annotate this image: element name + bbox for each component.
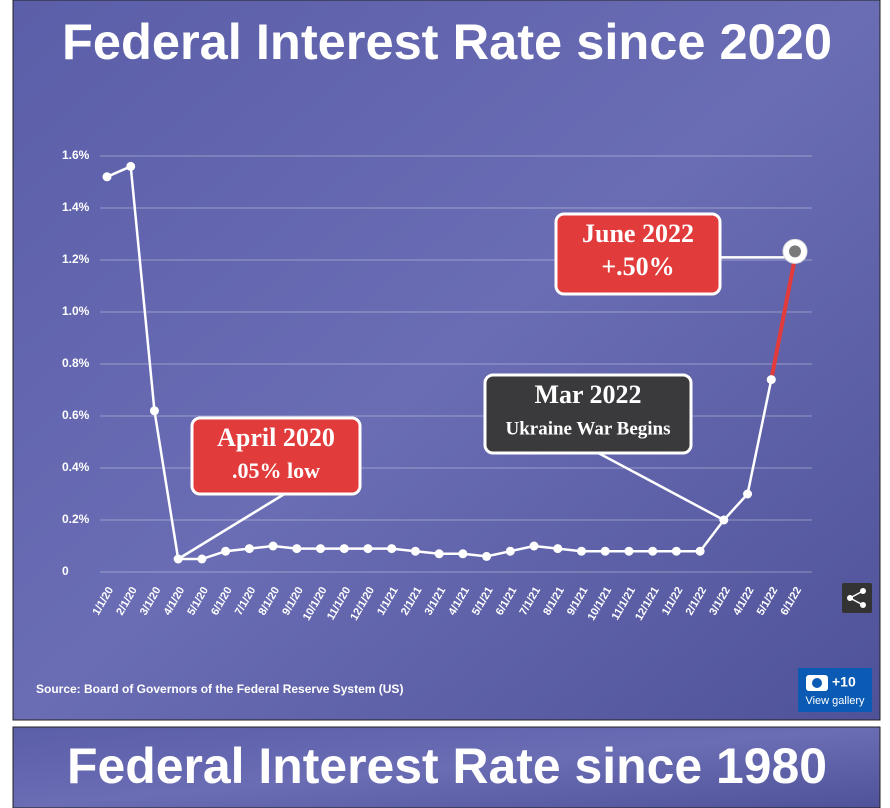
next-title: Federal Interest Rate since 1980 <box>67 738 827 794</box>
share-button[interactable] <box>842 583 872 613</box>
data-point <box>363 544 373 554</box>
annotation-text: Ukraine War Begins <box>505 418 670 439</box>
data-point <box>292 544 302 554</box>
annotation-box <box>483 373 693 455</box>
data-point <box>458 549 468 559</box>
y-tick-label: 0.4% <box>62 460 90 474</box>
annotation-text: Mar 2022 <box>534 380 641 409</box>
y-tick-label: 1.6% <box>62 148 90 162</box>
end-marker <box>789 245 801 258</box>
data-point <box>553 544 563 554</box>
leader-line <box>177 492 286 561</box>
data-point <box>624 546 634 556</box>
data-point <box>268 541 278 551</box>
gallery-label: View gallery <box>805 695 865 707</box>
highlight-segment <box>769 257 797 380</box>
next-image-background <box>12 726 881 808</box>
data-point <box>482 551 492 561</box>
y-tick-label: 0.2% <box>62 512 90 526</box>
source: Source: Board of Governors of the Federa… <box>36 682 403 696</box>
annotation-text: June 2022 <box>582 219 694 248</box>
data-point <box>505 546 515 556</box>
data-point <box>339 544 349 554</box>
data-point <box>529 541 539 551</box>
y-tick-label: 0.8% <box>62 356 90 370</box>
annotation-text: .05% low <box>232 458 320 483</box>
share-box[interactable] <box>842 583 872 613</box>
data-point <box>671 546 681 556</box>
data-point <box>149 406 159 416</box>
data-point <box>766 375 776 385</box>
image-background <box>12 0 881 721</box>
data-point <box>102 172 112 182</box>
y-tick-label: 1.0% <box>62 304 90 318</box>
leader-line <box>597 451 725 522</box>
annotation-box <box>554 212 722 296</box>
data-point <box>600 546 610 556</box>
annotation-text: +.50% <box>601 252 674 281</box>
data-point <box>387 544 397 554</box>
data-point <box>695 546 705 556</box>
data-point <box>648 546 658 556</box>
camera-icon <box>812 678 822 688</box>
data-point <box>576 546 586 556</box>
data-point <box>410 546 420 556</box>
data-point <box>434 549 444 559</box>
annotation-box <box>190 416 362 496</box>
y-tick-label: 0 <box>62 564 69 578</box>
data-point <box>244 544 254 554</box>
share-icon <box>849 590 864 606</box>
data-point <box>173 554 183 564</box>
y-tick-label: 1.4% <box>62 200 90 214</box>
gallery-button[interactable]: +10 View gallery <box>798 668 872 712</box>
y-tick-label: 0.6% <box>62 408 90 422</box>
chart-title: Federal Interest Rate since 2020 <box>62 14 832 70</box>
data-point <box>126 161 136 171</box>
data-point <box>316 544 326 554</box>
data-point <box>197 554 207 564</box>
annotation-text: April 2020 <box>217 423 335 452</box>
gallery-count: +10 <box>832 674 856 690</box>
y-tick-label: 1.2% <box>62 252 90 266</box>
data-point <box>719 515 729 525</box>
data-point <box>221 546 231 556</box>
data-point <box>743 489 753 499</box>
